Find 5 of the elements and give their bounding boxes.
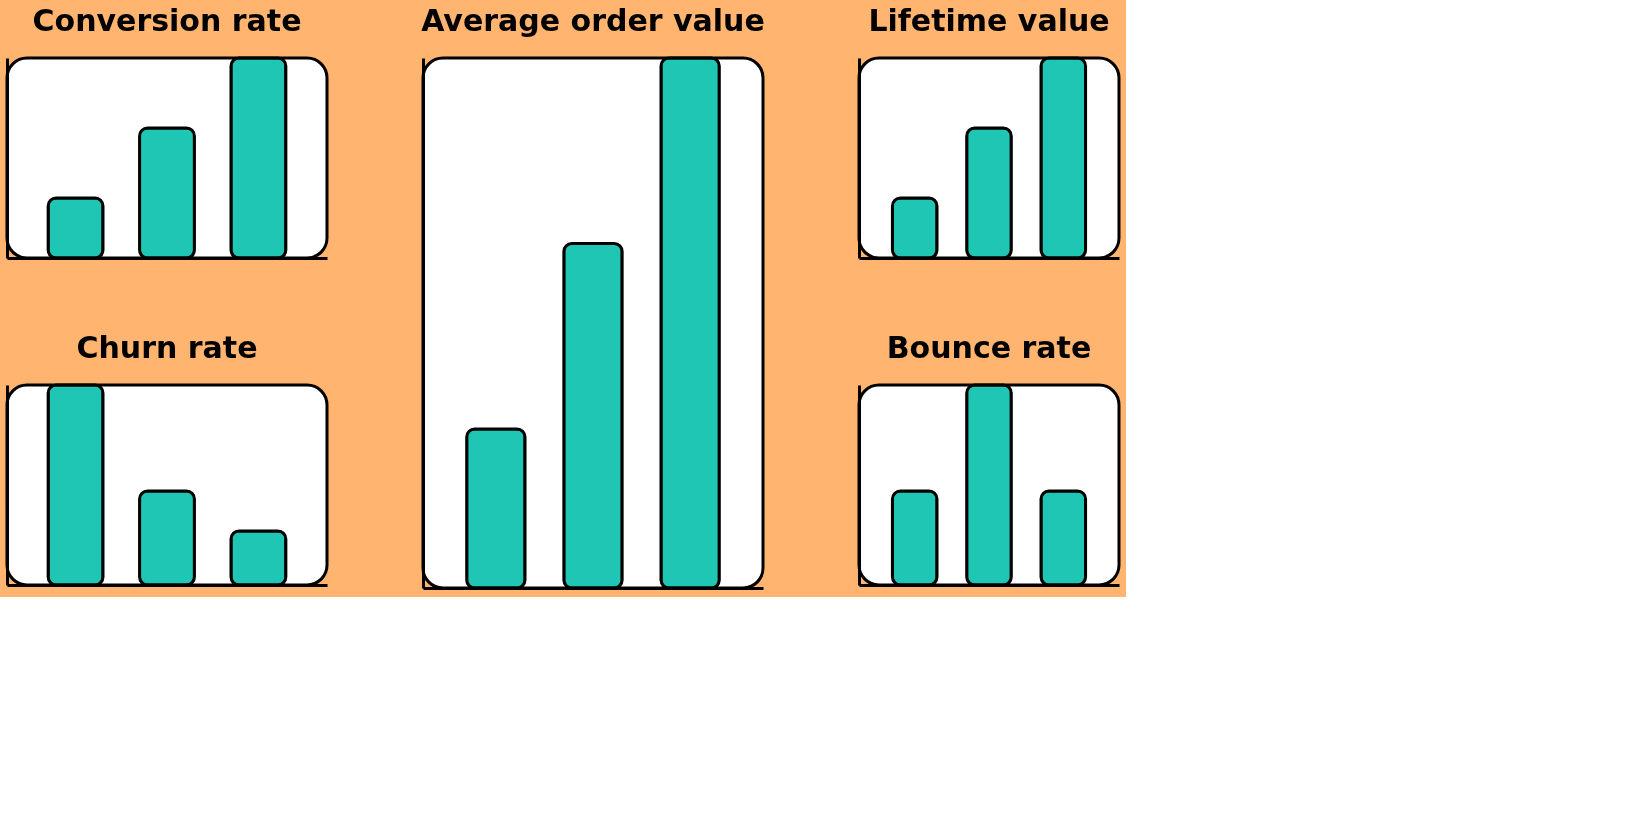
chart-title: Conversion rate [32, 2, 302, 38]
chart-title: Churn rate [76, 329, 258, 365]
chart-title: Bounce rate [886, 329, 1092, 365]
chart-title: Lifetime value [868, 2, 1110, 38]
chart-title: Average order value [421, 2, 765, 38]
